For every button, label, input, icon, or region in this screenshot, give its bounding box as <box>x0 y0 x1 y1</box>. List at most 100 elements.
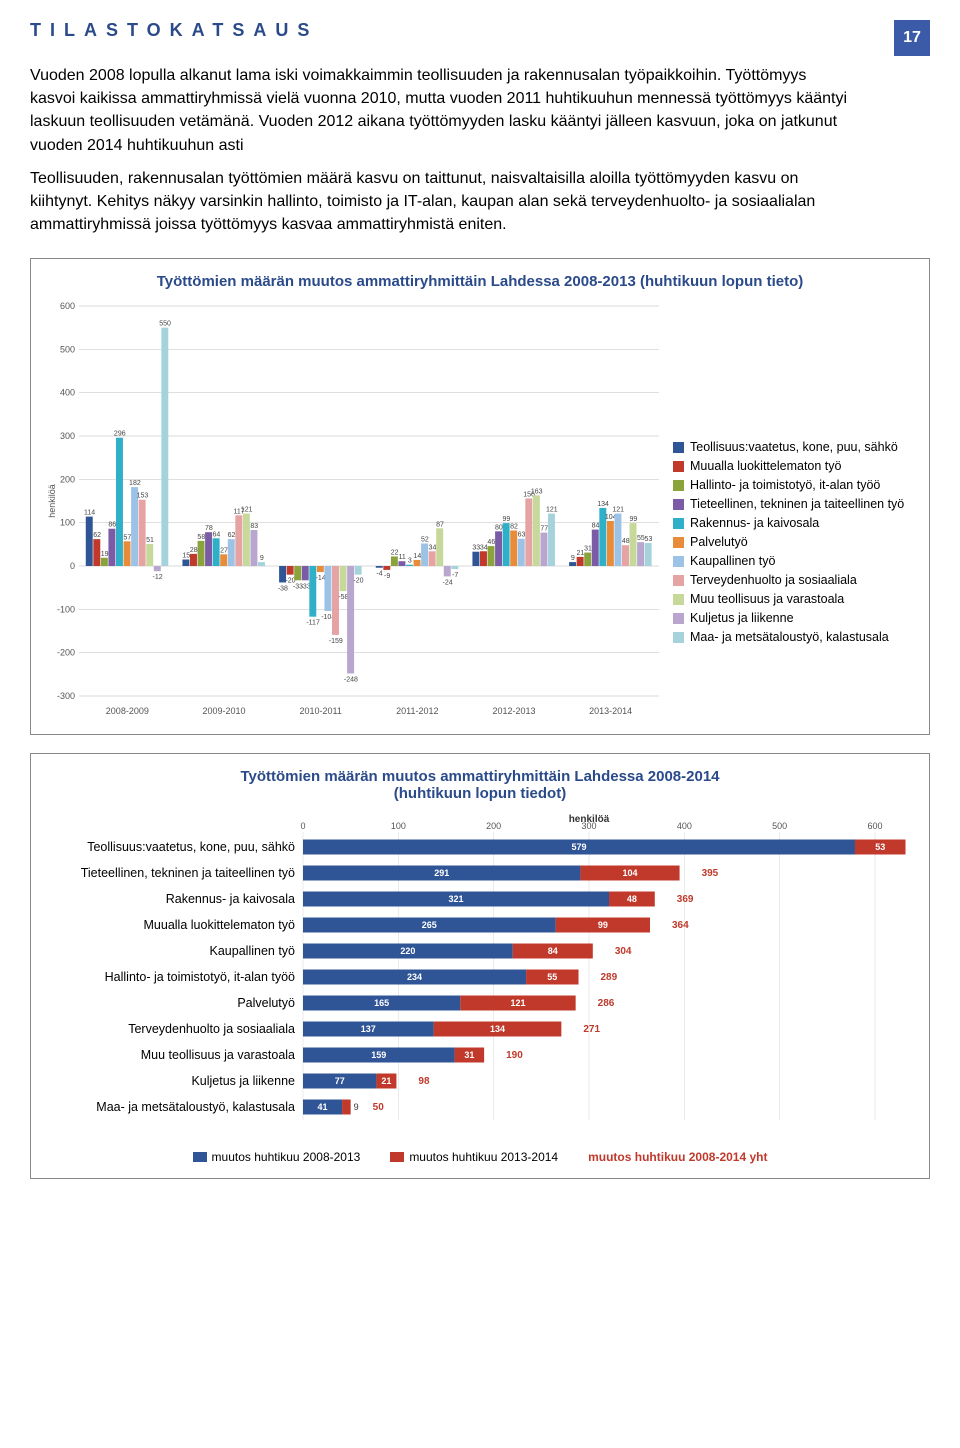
svg-text:300: 300 <box>60 431 75 441</box>
svg-text:2008-2009: 2008-2009 <box>106 706 149 716</box>
svg-text:104: 104 <box>622 868 637 878</box>
page-number-badge: 17 <box>894 20 930 56</box>
svg-text:63: 63 <box>518 532 526 539</box>
svg-text:100: 100 <box>391 821 406 831</box>
svg-text:2012-2013: 2012-2013 <box>492 706 535 716</box>
svg-text:2009-2010: 2009-2010 <box>202 706 245 716</box>
chart2-row-label: Muu teollisuus ja varastoala <box>45 1042 295 1068</box>
chart1-container: Työttömien määrän muutos ammattiryhmittä… <box>30 258 930 735</box>
svg-text:27: 27 <box>220 548 228 555</box>
chart2-row-label: Hallinto- ja toimistotyö, it-alan työö <box>45 964 295 990</box>
chart2-row-label: Maa- ja metsätaloustyö, kalastusala <box>45 1094 295 1120</box>
svg-text:99: 99 <box>503 516 511 523</box>
svg-text:550: 550 <box>159 321 171 328</box>
svg-text:395: 395 <box>702 868 719 879</box>
chart2-subtitle: (huhtikuun lopun tiedot) <box>45 785 915 802</box>
svg-text:300: 300 <box>581 821 596 831</box>
intro-p1: Vuoden 2008 lopulla alkanut lama iski vo… <box>30 67 847 154</box>
chart2-svg: henkilöä01002003004005006005795363229110… <box>295 812 915 1142</box>
chart2-legend-t: muutos huhtikuu 2008-2014 yht <box>588 1150 767 1164</box>
chart1-legend: Teollisuus:vaatetus, kone, puu, sähkö Muu… <box>673 300 904 720</box>
svg-text:53: 53 <box>875 842 885 852</box>
svg-text:99: 99 <box>598 920 608 930</box>
chart2-row-label: Palvelutyö <box>45 990 295 1016</box>
svg-text:-12: -12 <box>153 575 163 582</box>
svg-text:296: 296 <box>114 431 126 438</box>
svg-text:22: 22 <box>391 550 399 557</box>
chart2-row-label: Muualla luokittelematon työ <box>45 912 295 938</box>
chart2-row-label: Tieteellinen, tekninen ja taiteellinen t… <box>45 860 295 886</box>
legend-item: Teollisuus:vaatetus, kone, puu, sähkö <box>673 440 904 454</box>
svg-text:9: 9 <box>571 555 575 562</box>
svg-text:3: 3 <box>408 558 412 565</box>
chart1-title: Työttömien määrän muutos ammattiryhmittä… <box>45 273 915 290</box>
svg-text:51: 51 <box>146 537 154 544</box>
svg-text:0: 0 <box>70 561 75 571</box>
chart2-legend-b: muutos huhtikuu 2013-2014 <box>390 1150 558 1164</box>
svg-text:31: 31 <box>464 1050 474 1060</box>
svg-text:21: 21 <box>381 1076 391 1086</box>
svg-text:62: 62 <box>93 532 101 539</box>
svg-text:200: 200 <box>486 821 501 831</box>
legend-item: Rakennus- ja kaivosala <box>673 516 904 530</box>
svg-text:-20: -20 <box>353 578 363 585</box>
svg-text:579: 579 <box>571 842 586 852</box>
svg-text:53: 53 <box>645 536 653 543</box>
svg-text:52: 52 <box>421 537 429 544</box>
svg-text:-58: -58 <box>338 594 348 601</box>
svg-text:159: 159 <box>371 1050 386 1060</box>
svg-text:9: 9 <box>354 1102 359 1112</box>
svg-text:400: 400 <box>677 821 692 831</box>
svg-text:-14: -14 <box>316 575 326 582</box>
svg-text:600: 600 <box>867 821 882 831</box>
chart2-row-label: Kuljetus ja liikenne <box>45 1068 295 1094</box>
svg-text:11: 11 <box>399 555 406 562</box>
svg-text:234: 234 <box>407 972 422 982</box>
svg-text:86: 86 <box>108 522 116 529</box>
svg-text:2011-2012: 2011-2012 <box>396 706 438 716</box>
legend-item: Tieteellinen, tekninen ja taiteellinen t… <box>673 497 904 511</box>
svg-text:77: 77 <box>335 1076 345 1086</box>
svg-text:84: 84 <box>592 523 600 530</box>
svg-text:271: 271 <box>583 1024 600 1035</box>
legend-item: Muu teollisuus ja varastoala <box>673 592 904 606</box>
legend-item: Kuljetus ja liikenne <box>673 611 904 625</box>
chart2-row-label: Terveydenhuolto ja sosiaaliala <box>45 1016 295 1042</box>
chart2-row-label: Kaupallinen työ <box>45 938 295 964</box>
svg-text:80: 80 <box>495 525 503 532</box>
svg-text:2010-2011: 2010-2011 <box>299 706 341 716</box>
chart2-legend: muutos huhtikuu 2008-2013 muutos huhtiku… <box>45 1150 915 1164</box>
svg-text:-38: -38 <box>278 586 288 593</box>
svg-text:134: 134 <box>490 1024 505 1034</box>
svg-text:-159: -159 <box>329 638 343 645</box>
svg-text:-33: -33 <box>300 584 310 591</box>
svg-text:-7: -7 <box>452 572 458 579</box>
svg-text:87: 87 <box>436 522 444 529</box>
intro-p2: Teollisuuden, rakennusalan työttömien mä… <box>30 167 850 237</box>
svg-text:-248: -248 <box>344 677 358 684</box>
svg-text:114: 114 <box>84 510 95 517</box>
svg-text:41: 41 <box>318 1102 328 1112</box>
svg-text:77: 77 <box>540 526 548 533</box>
svg-text:304: 304 <box>615 946 632 957</box>
legend-item: Terveydenhuolto ja sosiaaliala <box>673 573 904 587</box>
svg-text:-9: -9 <box>384 573 390 580</box>
svg-text:19: 19 <box>101 551 109 558</box>
svg-text:286: 286 <box>598 998 615 1009</box>
svg-text:-24: -24 <box>443 580 453 587</box>
svg-text:200: 200 <box>60 475 75 485</box>
svg-text:99: 99 <box>629 516 637 523</box>
svg-text:83: 83 <box>250 523 258 530</box>
svg-text:600: 600 <box>60 301 75 311</box>
svg-text:henkilöä: henkilöä <box>47 485 57 519</box>
svg-text:289: 289 <box>601 972 618 983</box>
svg-text:0: 0 <box>300 821 305 831</box>
chart2-container: Työttömien määrän muutos ammattiryhmittä… <box>30 753 930 1179</box>
svg-text:291: 291 <box>434 868 449 878</box>
svg-text:121: 121 <box>241 507 253 514</box>
svg-text:84: 84 <box>548 946 558 956</box>
svg-text:265: 265 <box>422 920 437 930</box>
chart1-svg: -300-200-1000100200300400500600henkilöä1… <box>45 300 665 720</box>
legend-item: Muualla luokittelematon työ <box>673 459 904 473</box>
svg-text:-100: -100 <box>57 605 75 615</box>
